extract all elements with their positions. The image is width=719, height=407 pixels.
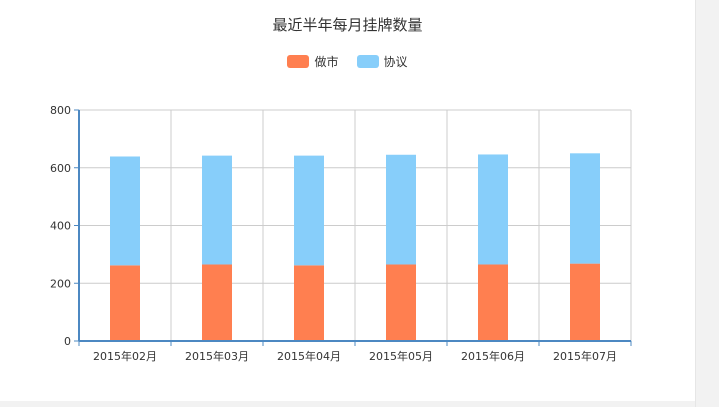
bar-1-0 — [110, 156, 140, 266]
chart-title: 最近半年每月挂牌数量 — [272, 16, 423, 34]
bar-0-1 — [202, 264, 232, 341]
chart-legend: 做市 协议 — [0, 53, 695, 70]
bar-1-1 — [202, 155, 232, 265]
x-tick-label-2: 2015年04月 — [277, 349, 341, 363]
page-right-gutter — [695, 0, 719, 407]
legend-swatch-series-1 — [356, 55, 379, 68]
page-bottom-gutter — [0, 401, 695, 407]
x-tick-label-0: 2015年02月 — [93, 349, 157, 363]
legend-label-series-1: 协议 — [383, 55, 408, 69]
legend-label-series-0: 做市 — [314, 55, 339, 69]
legend-item-series-1[interactable]: 协议 — [356, 53, 408, 70]
y-tick-label-3: 600 — [50, 162, 71, 175]
bar-0-3 — [386, 264, 416, 341]
y-tick-label-1: 200 — [50, 277, 71, 290]
bar-0-2 — [294, 265, 324, 341]
bar-0-5 — [570, 263, 600, 341]
x-tick-label-1: 2015年03月 — [185, 349, 249, 363]
y-tick-label-2: 400 — [50, 220, 71, 233]
bar-1-4 — [478, 154, 508, 265]
legend-item-series-0[interactable]: 做市 — [287, 53, 339, 70]
bar-0-4 — [478, 264, 508, 341]
bar-0-0 — [110, 265, 140, 341]
bar-1-5 — [570, 153, 600, 264]
bar-1-2 — [294, 155, 324, 266]
stacked-bar-chart: 0 200 400 600 800 2015年02月 2015年03月 2015年04月 201… — [50, 104, 632, 363]
x-tick-label-3: 2015年05月 — [369, 349, 433, 363]
y-tick-label-0: 0 — [64, 335, 71, 348]
x-tick-label-5: 2015年07月 — [553, 349, 617, 363]
y-tick-label-4: 800 — [50, 104, 71, 117]
x-tick-label-4: 2015年06月 — [461, 349, 525, 363]
bar-1-3 — [386, 154, 416, 265]
legend-swatch-series-0 — [287, 55, 310, 68]
